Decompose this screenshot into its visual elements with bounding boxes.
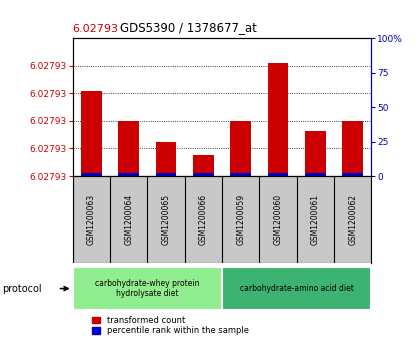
- Text: carbohydrate-amino acid diet: carbohydrate-amino acid diet: [240, 284, 354, 293]
- Bar: [156, 173, 176, 176]
- Bar: [193, 155, 214, 176]
- Text: GSM1200066: GSM1200066: [199, 194, 208, 245]
- Bar: [81, 90, 102, 176]
- Text: GSM1200062: GSM1200062: [348, 194, 357, 245]
- Bar: [305, 173, 326, 176]
- Bar: [222, 267, 371, 310]
- Bar: [81, 173, 102, 176]
- Text: GSM1200064: GSM1200064: [124, 194, 133, 245]
- Bar: [305, 131, 326, 176]
- Text: GDS5390 / 1378677_at: GDS5390 / 1378677_at: [120, 21, 257, 34]
- Text: GSM1200063: GSM1200063: [87, 194, 96, 245]
- Text: GSM1200059: GSM1200059: [236, 194, 245, 245]
- Text: GSM1200060: GSM1200060: [273, 194, 283, 245]
- Bar: [230, 121, 251, 176]
- Bar: [268, 63, 288, 176]
- Bar: [73, 267, 222, 310]
- Text: GSM1200061: GSM1200061: [311, 194, 320, 245]
- Bar: [230, 173, 251, 176]
- Bar: [342, 173, 363, 176]
- Text: 6.02793: 6.02793: [73, 24, 119, 34]
- Bar: [118, 121, 139, 176]
- Text: protocol: protocol: [2, 284, 42, 294]
- Bar: [268, 173, 288, 176]
- Bar: [118, 173, 139, 176]
- Text: carbohydrate-whey protein
hydrolysate diet: carbohydrate-whey protein hydrolysate di…: [95, 279, 200, 298]
- Bar: [156, 142, 176, 176]
- Bar: [342, 121, 363, 176]
- Text: GSM1200065: GSM1200065: [161, 194, 171, 245]
- Bar: [193, 173, 214, 176]
- Legend: transformed count, percentile rank within the sample: transformed count, percentile rank withi…: [92, 316, 249, 335]
